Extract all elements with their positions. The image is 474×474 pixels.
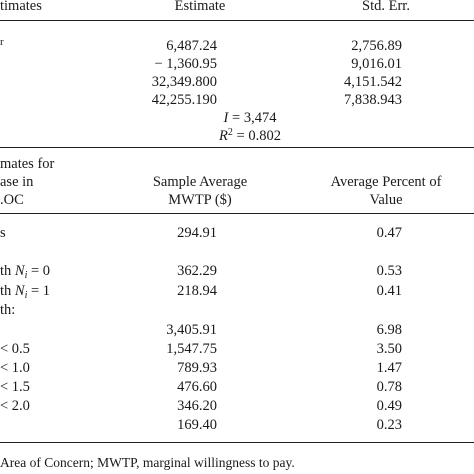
mwtp-header-line2: MWTP ($): [168, 192, 232, 208]
std-err-cell: 4,151.542: [344, 74, 402, 90]
row-stub: r: [0, 36, 4, 48]
row-stub: < 1.0: [0, 360, 30, 376]
bottom-header-rule: [0, 213, 474, 214]
mwtp-cell: 362.29: [177, 263, 217, 279]
estimate-cell: 6,487.24: [166, 38, 217, 54]
std-err-cell: 9,016.01: [351, 56, 402, 72]
mwtp-cell: 294.91: [177, 225, 217, 241]
estimate-cell: 42,255.190: [151, 92, 217, 108]
mwtp-cell: 476.60: [177, 379, 217, 395]
row-stub: < 1.5: [0, 379, 30, 395]
pct-cell: 0.49: [376, 398, 402, 414]
pct-cell: 6.98: [376, 322, 402, 338]
row-stub: s: [0, 225, 6, 241]
stub-header-line3: .OC: [0, 192, 24, 208]
pct-cell: 0.53: [376, 263, 402, 279]
pct-header-line2: Value: [369, 192, 403, 208]
footnote: Area of Concern; MWTP, marginal willingn…: [0, 455, 295, 470]
mwtp-cell: 1,547.75: [166, 341, 217, 357]
estimate-cell: 32,349.800: [151, 74, 217, 90]
header-estimate: Estimate: [174, 0, 226, 14]
top-header-rule: [0, 20, 474, 21]
row-stub: < 2.0: [0, 398, 30, 414]
mwtp-cell: 789.93: [177, 360, 217, 376]
stub-header-line1: mates for: [0, 156, 55, 172]
pct-cell: 0.47: [376, 225, 402, 241]
estimate-cell: − 1,360.95: [154, 56, 217, 72]
pct-header-line1: Average Percent of: [330, 174, 442, 190]
pct-cell: 1.47: [376, 360, 402, 376]
pct-cell: 0.41: [376, 283, 402, 299]
pct-cell: 3.50: [376, 341, 402, 357]
mwtp-cell: 218.94: [177, 283, 217, 299]
mwtp-cell: 3,405.91: [166, 322, 217, 338]
std-err-cell: 2,756.89: [351, 38, 402, 54]
header-stub: timates: [0, 0, 42, 14]
std-err-cell: 7,838.943: [344, 92, 402, 108]
row-stub: th:: [0, 302, 16, 318]
stat-r-squared: R2 = 0.802: [219, 127, 281, 145]
section-rule: [0, 147, 474, 148]
mwtp-cell: 346.20: [177, 398, 217, 414]
header-std-err: Std. Err.: [362, 0, 410, 14]
row-stub: < 0.5: [0, 341, 30, 357]
stat-i: I = 3,474: [223, 110, 277, 126]
mwtp-header-line1: Sample Average: [152, 174, 248, 190]
row-stub: th Ni = 0: [0, 263, 51, 281]
row-stub: th Ni = 1: [0, 283, 51, 301]
pct-cell: 0.23: [376, 417, 402, 433]
bottom-rule: [0, 442, 474, 443]
mwtp-cell: 169.40: [177, 417, 217, 433]
pct-cell: 0.78: [376, 379, 402, 395]
stub-header-line2: ase in: [0, 174, 34, 190]
